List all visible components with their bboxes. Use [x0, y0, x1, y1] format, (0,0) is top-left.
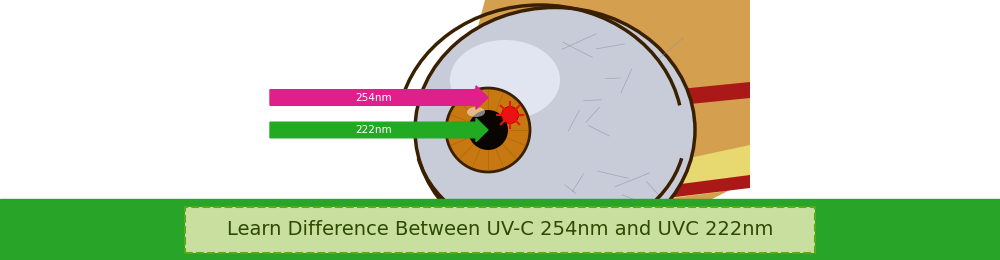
FancyArrow shape [270, 86, 488, 109]
Polygon shape [485, 208, 750, 260]
Polygon shape [520, 172, 750, 200]
Ellipse shape [467, 107, 485, 117]
Circle shape [446, 88, 530, 172]
Circle shape [468, 110, 508, 150]
Text: Learn Difference Between UV-C 254nm and UVC 222nm: Learn Difference Between UV-C 254nm and … [227, 220, 773, 239]
Circle shape [501, 107, 518, 124]
FancyArrow shape [270, 118, 488, 142]
Ellipse shape [415, 8, 695, 252]
Polygon shape [450, 0, 750, 240]
Text: 254nm: 254nm [356, 93, 392, 102]
Polygon shape [500, 82, 750, 108]
Polygon shape [500, 145, 750, 205]
Text: 222nm: 222nm [356, 125, 392, 135]
Ellipse shape [450, 40, 560, 120]
